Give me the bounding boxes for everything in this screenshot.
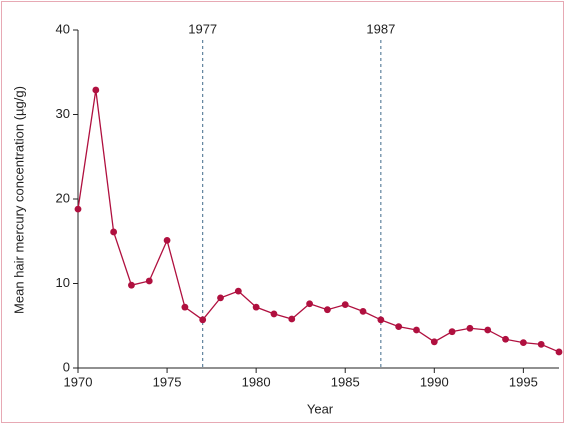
y-tick-label: 10 — [56, 275, 70, 290]
x-tick-label: 1980 — [242, 374, 271, 389]
point — [484, 326, 492, 334]
point — [448, 328, 456, 336]
point — [430, 338, 438, 346]
point — [74, 205, 82, 213]
point — [502, 335, 509, 343]
point — [181, 303, 189, 311]
point — [537, 340, 545, 348]
point — [359, 307, 367, 315]
point — [92, 86, 100, 94]
y-tick-label: 0 — [63, 359, 70, 374]
y-tick-label: 30 — [56, 106, 70, 121]
point — [128, 281, 135, 289]
point — [306, 300, 313, 308]
x-axis-label: Year — [307, 401, 334, 416]
x-tick-label: 1975 — [153, 374, 182, 389]
point — [288, 315, 296, 323]
x-tick-label: 1995 — [509, 374, 538, 389]
point — [377, 316, 385, 324]
point — [199, 316, 207, 324]
point — [519, 339, 527, 347]
reference-label: 1987 — [366, 21, 395, 36]
point — [466, 324, 474, 332]
point — [217, 294, 224, 302]
point — [395, 323, 403, 330]
point — [145, 277, 153, 285]
point — [324, 306, 331, 314]
x-tick-label: 1985 — [331, 374, 360, 389]
point — [270, 310, 278, 318]
y-tick-label: 40 — [56, 21, 70, 36]
point — [163, 237, 171, 244]
x-tick-label: 1990 — [420, 374, 449, 389]
x-tick-label: 1970 — [64, 374, 93, 389]
y-tick-label: 20 — [56, 190, 70, 205]
point — [110, 228, 118, 236]
point — [234, 287, 242, 295]
point — [341, 301, 349, 309]
point — [252, 303, 260, 311]
y-axis-label: Mean hair mercury concentration (µg/g) — [11, 86, 26, 314]
point — [413, 326, 420, 334]
reference-label: 1977 — [188, 21, 217, 36]
point — [555, 348, 563, 356]
line — [77, 89, 560, 353]
